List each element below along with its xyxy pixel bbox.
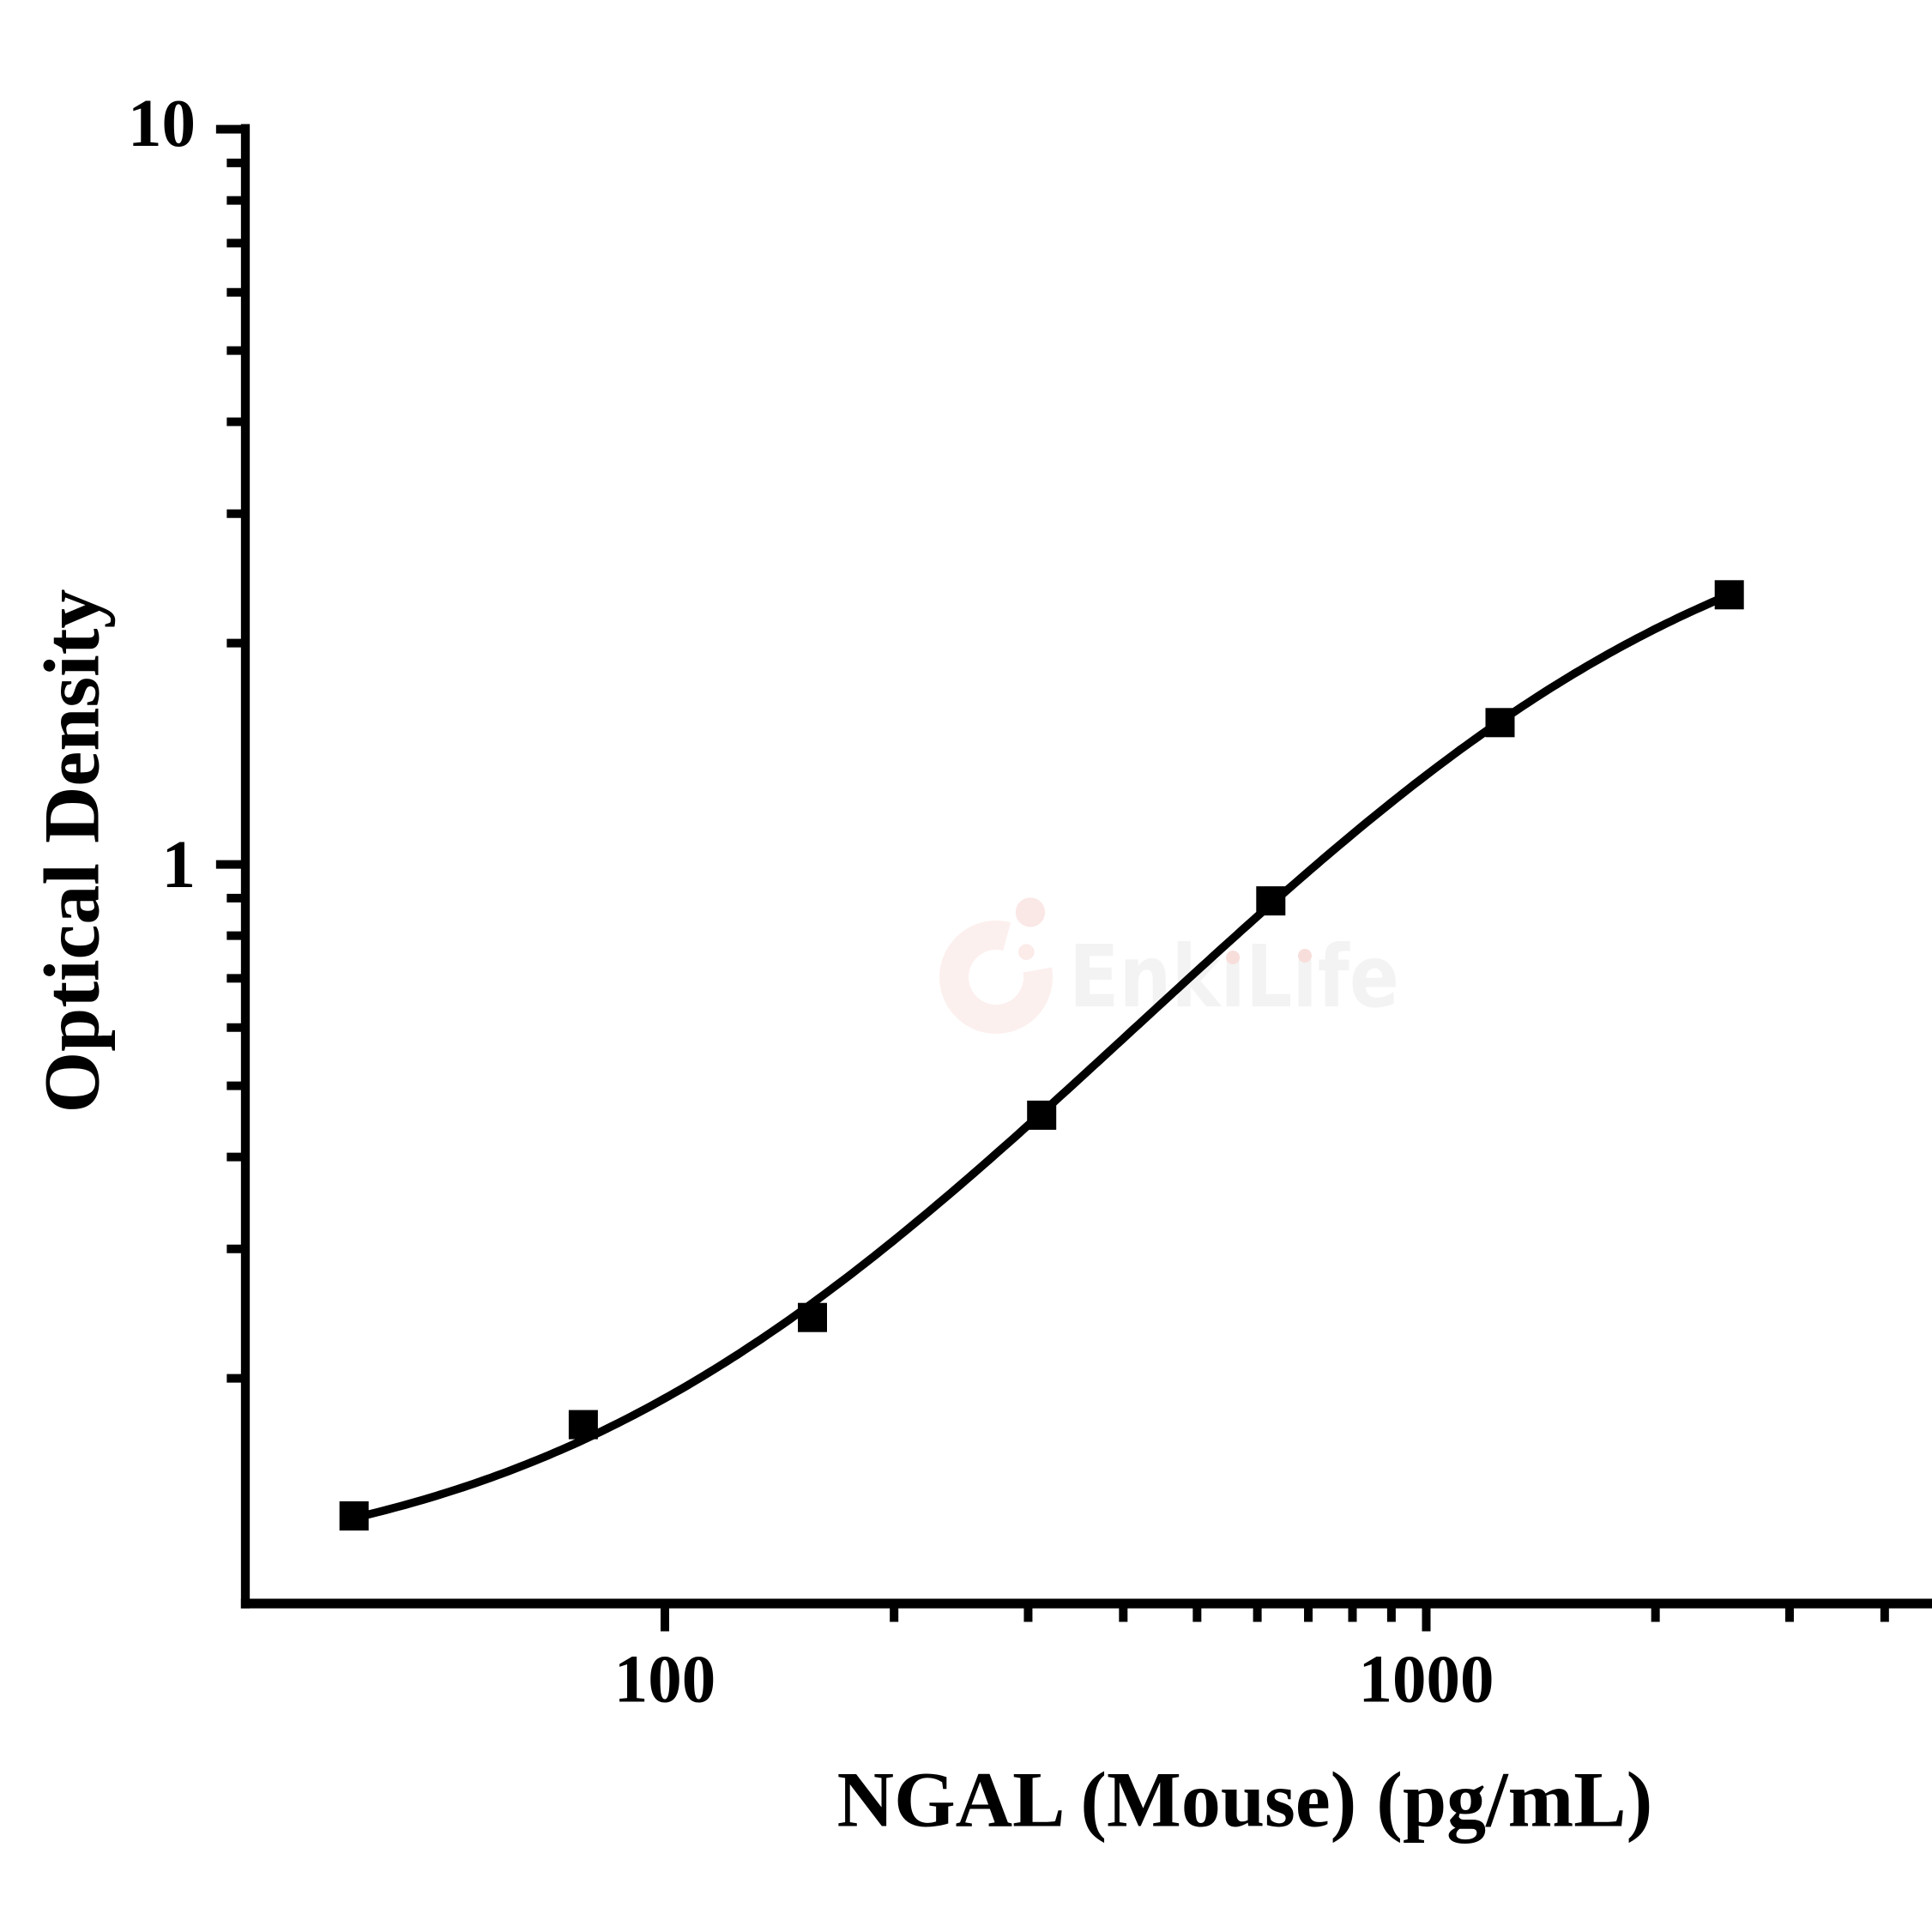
x-axis-ticks bbox=[661, 1603, 1889, 1632]
x-tick-label-100: 100 bbox=[614, 1643, 716, 1718]
y-axis-ticks bbox=[215, 124, 245, 1383]
y-axis-tick-labels: 10 1 bbox=[128, 87, 196, 903]
data-point-marker bbox=[1027, 1100, 1057, 1130]
y-tick-label-1: 1 bbox=[162, 828, 196, 903]
data-point-marker bbox=[1485, 708, 1515, 738]
x-axis-tick-labels: 100 1000 bbox=[614, 1643, 1494, 1718]
data-series bbox=[339, 580, 1744, 1531]
watermark: EnkıLıfe bbox=[939, 897, 1399, 1035]
watermark-logo-dot-small bbox=[1018, 944, 1035, 960]
data-point-marker bbox=[568, 1410, 598, 1440]
x-axis-title: NGAL (Mouse) (pg/mL) bbox=[837, 1755, 1653, 1843]
data-point-marker bbox=[339, 1501, 369, 1531]
y-tick-label-10: 10 bbox=[128, 87, 196, 161]
watermark-i-dot-2 bbox=[1298, 949, 1312, 963]
watermark-text: EnkıLıfe bbox=[1069, 927, 1399, 1027]
x-tick-label-1000: 1000 bbox=[1359, 1643, 1494, 1718]
watermark-logo-dot-large bbox=[1015, 897, 1046, 927]
watermark-logo-ring bbox=[939, 921, 1053, 1035]
data-point-markers bbox=[339, 580, 1744, 1531]
y-axis-title: Optical Density bbox=[28, 589, 116, 1114]
watermark-i-dot-1 bbox=[1226, 951, 1241, 964]
data-point-marker bbox=[1256, 886, 1286, 916]
data-point-marker bbox=[798, 1302, 827, 1332]
axes bbox=[215, 124, 1932, 1632]
data-point-marker bbox=[1714, 580, 1744, 610]
